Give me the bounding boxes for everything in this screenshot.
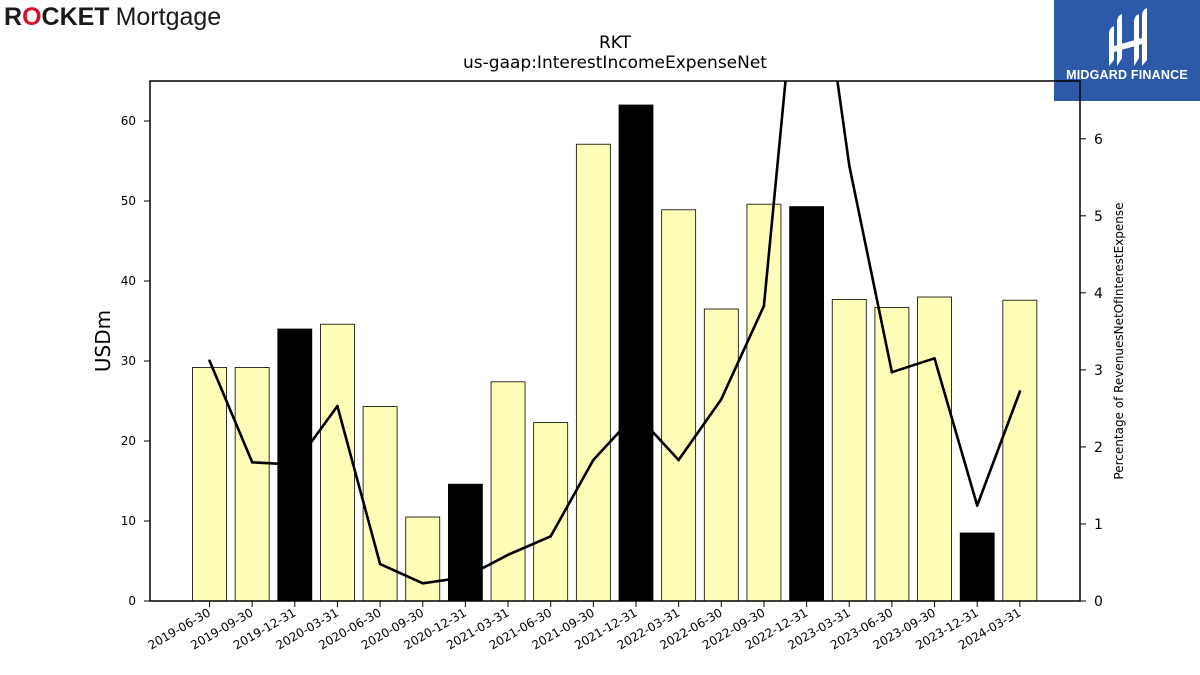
bar-2022-09-30 [746,203,782,602]
y-axis-label: USDm [91,310,115,372]
line-point-2019-06-30 [208,359,211,362]
line-point-2019-09-30 [250,461,254,464]
y2-axis-label: Percentage of RevenuesNetOfInterestExpen… [1112,202,1126,479]
bar-2021-09-30 [575,143,611,602]
line-point-2023-03-31 [847,164,851,168]
y-tick-label: 40 [121,274,136,288]
y2-tick-label: 6 [1094,132,1103,148]
y-tick-label: 30 [121,354,136,368]
bar-2022-06-30 [703,308,739,602]
y-tick-label: 10 [121,514,136,528]
bar-series [192,104,1038,602]
y2-tick-label: 4 [1094,286,1103,302]
line-point-2022-03-31 [677,458,680,462]
line-point-2023-12-31 [975,504,979,507]
x-axis: 2019-06-302019-09-302019-12-312020-03-31… [146,601,1023,652]
bar-2021-06-30 [533,422,569,602]
line-point-2022-09-30 [762,304,766,308]
bar-2023-12-31 [959,532,995,602]
y-tick-label: 50 [121,194,136,208]
line-point-2021-09-30 [592,458,595,462]
y2-tick-label: 0 [1094,594,1103,610]
line-series [208,81,1022,585]
y2-tick-label: 3 [1094,363,1103,379]
bar-2020-09-30 [405,516,441,602]
bar-2023-09-30 [917,296,952,602]
midgard-logo-icon [1109,8,1147,66]
line-point-2021-03-31 [506,553,510,557]
bar-2022-12-31 [789,206,824,602]
bar-2021-03-31 [490,381,526,602]
bar-2020-12-31 [447,483,483,602]
y2-tick-label: 1 [1094,517,1103,533]
y-tick-label: 20 [121,434,136,448]
plot-frame [149,80,1081,602]
bar-2019-09-30 [234,366,270,602]
y2-tick-label: 5 [1094,209,1103,225]
line-point-2020-06-30 [378,562,382,566]
chart-title: RKT [599,33,632,53]
badge-label: MIDGARD FINANCE [1066,68,1188,82]
line-point-2022-06-30 [720,397,723,401]
line-point-2020-12-31 [464,575,467,579]
bar-2023-03-31 [831,298,867,602]
bar-2023-06-30 [874,306,910,602]
bar-2024-03-31 [1002,299,1038,602]
y-axis-left: 0 10 20 30 40 50 60 [121,114,150,608]
y-tick-label: 60 [121,114,136,128]
line-point-2020-09-30 [421,581,425,585]
line-point-2019-12-31 [293,463,297,466]
line-point-2020-03-31 [336,404,339,408]
line-point-2023-06-30 [890,370,894,374]
bar-2020-03-31 [320,323,355,602]
y-axis-right: 0 1 2 3 4 5 6 [1080,132,1103,610]
line-point-2021-12-31 [634,412,638,416]
bar-2022-03-31 [661,209,697,602]
y-tick-label: 0 [128,594,136,608]
bar-2021-12-31 [618,104,654,602]
y2-tick-label: 2 [1094,440,1103,456]
chart-subtitle: us-gaap:InterestIncomeExpenseNet [463,53,767,73]
rocket-mortgage-logo: R O CKET Mortgage [4,2,222,31]
line-point-2023-09-30 [933,357,936,360]
line-path [208,81,1022,585]
bar-2020-06-30 [362,406,398,602]
line-point-2024-03-31 [1018,390,1022,393]
midgard-finance-badge: MIDGARD FINANCE [1054,0,1200,101]
line-point-2021-06-30 [549,534,552,538]
bar-2019-06-30 [192,366,227,602]
